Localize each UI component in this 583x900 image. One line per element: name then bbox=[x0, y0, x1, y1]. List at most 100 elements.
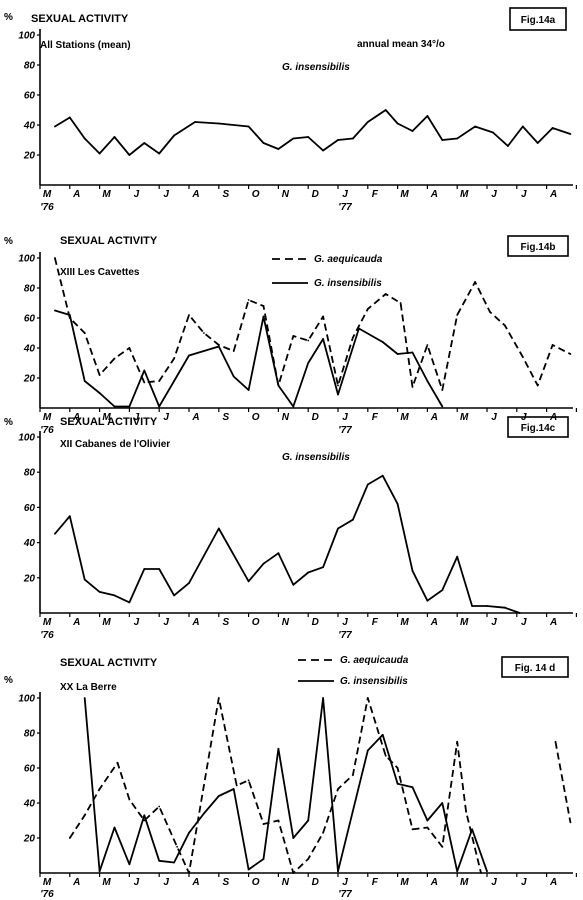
y-tick-label: 20 bbox=[23, 374, 36, 385]
figure-label: Fig. 14 d bbox=[515, 663, 556, 674]
x-tick-label: A bbox=[549, 189, 557, 200]
data-point bbox=[366, 483, 369, 486]
y-tick-label: 100 bbox=[18, 31, 35, 42]
data-point bbox=[441, 589, 444, 591]
chart-subtitle: All Stations (mean) bbox=[40, 40, 131, 51]
data-point bbox=[554, 740, 557, 743]
data-point bbox=[83, 814, 86, 817]
y-tick-label: 100 bbox=[18, 254, 35, 265]
x-tick-label: S bbox=[222, 189, 229, 200]
x-tick-label: F bbox=[372, 617, 379, 628]
x-tick-label: J bbox=[163, 617, 169, 628]
data-point bbox=[158, 152, 161, 155]
data-point bbox=[203, 332, 205, 334]
x-tick-label: A bbox=[191, 617, 199, 628]
data-point bbox=[366, 697, 369, 699]
series-line-g-aequicauda bbox=[69, 697, 482, 874]
chart-subtitle: XIII Les Cavettes bbox=[60, 267, 140, 278]
data-point bbox=[277, 148, 280, 150]
data-point bbox=[307, 858, 310, 860]
chart-subtitle: XX La Berre bbox=[60, 682, 117, 693]
data-point bbox=[68, 116, 71, 119]
figure-label: Fig.14c bbox=[521, 423, 556, 434]
data-point bbox=[173, 861, 176, 864]
data-point bbox=[384, 109, 387, 111]
year-label: '76 bbox=[40, 630, 54, 641]
x-tick-label: O bbox=[252, 617, 260, 628]
y-tick-label: 80 bbox=[24, 61, 36, 72]
x-tick-label: J bbox=[134, 412, 140, 423]
data-point bbox=[366, 121, 369, 123]
x-tick-label: F bbox=[372, 877, 379, 888]
data-point bbox=[518, 612, 521, 614]
species-label: G. insensibilis bbox=[282, 62, 350, 73]
data-point bbox=[262, 562, 265, 565]
data-point bbox=[337, 393, 339, 396]
data-point bbox=[480, 872, 482, 874]
data-point bbox=[68, 314, 71, 316]
y-tick-label: 40 bbox=[23, 344, 36, 355]
x-tick-label: N bbox=[282, 617, 290, 628]
data-point bbox=[173, 380, 176, 382]
data-point bbox=[569, 821, 572, 824]
data-point bbox=[352, 137, 354, 140]
data-point bbox=[217, 122, 220, 125]
data-point bbox=[426, 115, 429, 117]
annotation-text: annual mean 34°/o bbox=[357, 39, 445, 50]
x-tick-label: A bbox=[72, 877, 80, 888]
x-tick-label: M bbox=[460, 617, 469, 628]
data-point bbox=[158, 380, 161, 382]
data-point bbox=[441, 802, 444, 804]
data-point bbox=[188, 872, 190, 874]
data-point bbox=[521, 356, 524, 358]
year-label: '77 bbox=[338, 630, 352, 641]
data-point bbox=[352, 518, 354, 521]
data-point bbox=[128, 863, 131, 866]
data-point bbox=[217, 795, 220, 797]
data-point bbox=[337, 870, 339, 873]
data-point bbox=[307, 339, 310, 342]
data-point bbox=[465, 810, 467, 813]
data-point bbox=[98, 392, 101, 394]
x-tick-label: N bbox=[282, 189, 290, 200]
data-point bbox=[83, 332, 86, 334]
y-tick-label: 80 bbox=[24, 468, 36, 479]
data-point bbox=[83, 137, 86, 140]
data-point bbox=[188, 314, 190, 316]
data-point bbox=[277, 384, 280, 387]
data-point bbox=[158, 568, 161, 570]
data-point bbox=[158, 405, 161, 408]
data-point bbox=[262, 823, 265, 825]
data-point bbox=[277, 747, 280, 750]
data-point bbox=[262, 142, 265, 144]
x-tick-label: M bbox=[460, 877, 469, 888]
data-point bbox=[441, 389, 444, 391]
x-tick-label: M bbox=[102, 412, 111, 423]
x-tick-label: M bbox=[43, 189, 52, 200]
y-unit-label: % bbox=[4, 12, 13, 23]
legend-label: G. aequicauda bbox=[340, 655, 409, 666]
data-point bbox=[217, 527, 220, 530]
chart-title: SEXUAL ACTIVITY bbox=[60, 657, 158, 669]
figure-label: Fig.14b bbox=[520, 242, 555, 253]
data-point bbox=[322, 149, 324, 152]
data-point bbox=[247, 299, 250, 301]
x-tick-label: S bbox=[222, 877, 229, 888]
x-tick-label: J bbox=[134, 617, 140, 628]
data-point bbox=[474, 125, 476, 128]
chart-title: SEXUAL ACTIVITY bbox=[31, 13, 129, 25]
data-point bbox=[128, 405, 131, 408]
year-label: '76 bbox=[40, 202, 54, 213]
x-tick-label: A bbox=[549, 617, 557, 628]
x-tick-label: N bbox=[282, 877, 290, 888]
data-point bbox=[396, 782, 399, 785]
y-unit-label: % bbox=[4, 417, 13, 428]
data-point bbox=[411, 351, 414, 354]
x-tick-label: A bbox=[191, 412, 199, 423]
series-line-g-aequicauda bbox=[54, 257, 571, 391]
y-tick-label: 40 bbox=[23, 121, 36, 132]
x-tick-label: J bbox=[491, 189, 497, 200]
x-tick-label: A bbox=[549, 877, 557, 888]
year-label: '77 bbox=[338, 889, 352, 900]
data-point bbox=[352, 774, 354, 776]
